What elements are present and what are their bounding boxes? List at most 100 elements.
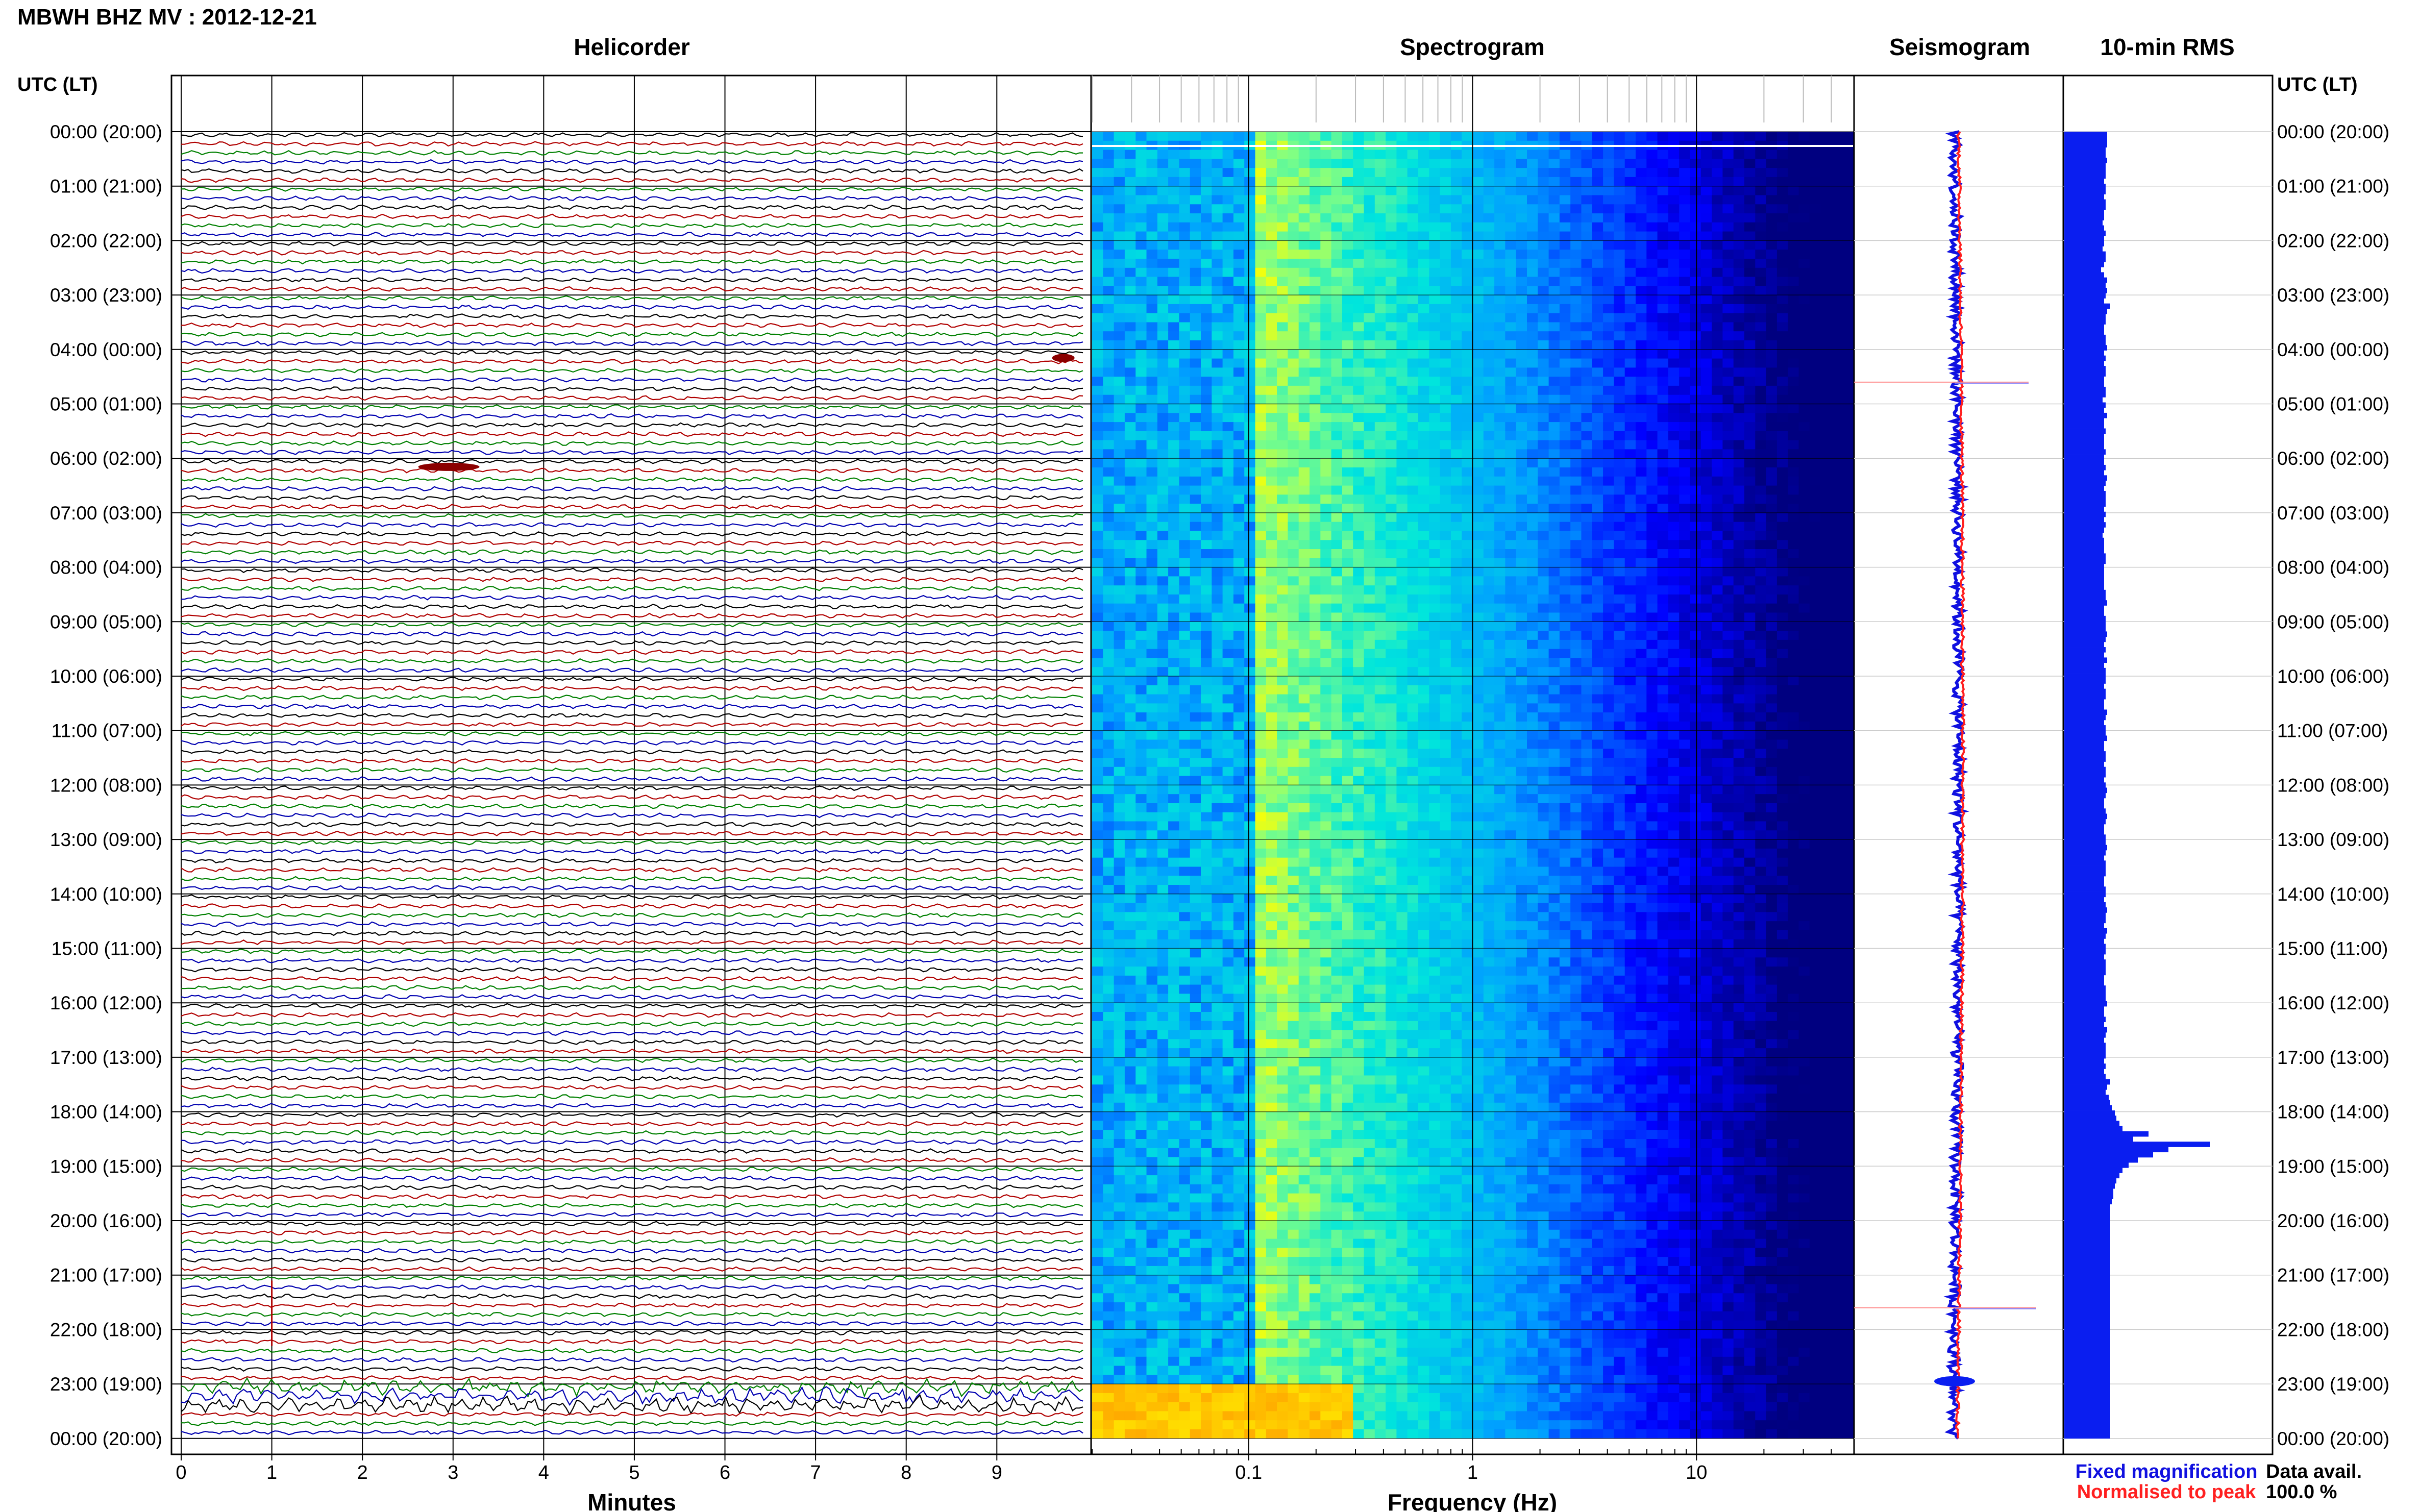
spectrogram-cell xyxy=(1657,231,1669,241)
spectrogram-cell xyxy=(1364,304,1375,314)
spectrogram-cell xyxy=(1418,739,1429,749)
spectrogram-cell xyxy=(1548,177,1560,187)
spectrogram-cell xyxy=(1570,394,1582,405)
spectrogram-cell xyxy=(1418,250,1429,259)
spectrogram-cell xyxy=(1146,739,1158,749)
spectrogram-cell xyxy=(1266,222,1277,232)
spectrogram-cell xyxy=(1722,558,1734,568)
spectrogram-cell xyxy=(1244,603,1256,613)
spectrogram-cell xyxy=(1331,703,1343,713)
spectrogram-cell xyxy=(1266,195,1277,205)
spectrogram-cell xyxy=(1092,730,1103,740)
spectrogram-cell xyxy=(1712,195,1723,205)
spectrogram-cell xyxy=(1592,594,1603,604)
spectrogram-cell xyxy=(1429,313,1441,323)
spectrogram-cell xyxy=(1450,703,1462,713)
spectrogram-cell xyxy=(1646,304,1658,314)
spectrogram-cell xyxy=(1157,277,1169,286)
spectrogram-cell xyxy=(1092,277,1103,286)
spectrogram-cell xyxy=(1407,549,1419,559)
spectrogram-cell xyxy=(1592,286,1603,295)
spectrogram-cell xyxy=(1516,685,1527,695)
spectrogram-cell xyxy=(1136,250,1147,259)
spectrogram-cell xyxy=(1646,467,1658,477)
spectrogram-cell xyxy=(1255,739,1267,749)
spectrogram-cell xyxy=(1146,494,1158,504)
spectrogram-cell xyxy=(1168,685,1179,695)
spectrogram-cell xyxy=(1157,394,1169,405)
spectrogram-cell xyxy=(1124,531,1136,540)
spectrogram-cell xyxy=(1722,549,1734,559)
spectrogram-cell xyxy=(1331,367,1343,377)
spectrogram-cell xyxy=(1157,730,1169,740)
spectrogram-cell xyxy=(1636,494,1647,504)
spectrogram-cell xyxy=(1831,603,1843,613)
spectrogram-cell xyxy=(1124,730,1136,740)
spectrogram-cell xyxy=(1483,658,1495,667)
spectrogram-cell xyxy=(1386,349,1397,359)
spectrogram-cell xyxy=(1472,658,1484,667)
spectrogram-cell xyxy=(1679,286,1691,295)
spectrogram-cell xyxy=(1494,259,1505,268)
spectrogram-cell xyxy=(1483,250,1495,259)
spectrogram-cell xyxy=(1353,385,1365,395)
spectrogram-cell xyxy=(1288,222,1299,232)
spectrogram-cell xyxy=(1353,458,1365,468)
spectrogram-cell xyxy=(1364,712,1375,722)
spectrogram-cell xyxy=(1679,512,1691,523)
spectrogram-cell xyxy=(1755,449,1767,459)
spectrogram-cell xyxy=(1766,367,1778,377)
spectrogram-cell xyxy=(1668,558,1680,568)
spectrogram-cell xyxy=(1244,494,1256,504)
spectrogram-cell xyxy=(1157,558,1169,568)
spectrogram-cell xyxy=(1462,186,1473,196)
spectrogram-cell xyxy=(1679,458,1691,468)
spectrogram-cell xyxy=(1798,349,1810,359)
spectrogram-cell xyxy=(1429,504,1441,513)
spectrogram-cell xyxy=(1092,231,1103,241)
spectrogram-cell xyxy=(1788,195,1799,205)
spectrogram-cell xyxy=(1831,449,1843,459)
spectrogram-cell xyxy=(1201,422,1212,432)
spectrogram-cell xyxy=(1124,132,1136,141)
spectrogram-cell xyxy=(1548,467,1560,477)
spectrogram-cell xyxy=(1483,394,1495,405)
helicorder-trace xyxy=(181,404,1083,410)
spectrogram-cell xyxy=(1527,622,1538,631)
spectrogram-cell xyxy=(1440,159,1451,168)
spectrogram-cell xyxy=(1690,594,1701,604)
spectrogram-cell xyxy=(1462,567,1473,577)
spectrogram-cell xyxy=(1527,694,1538,704)
spectrogram-cell xyxy=(1429,267,1441,278)
spectrogram-cell xyxy=(1396,549,1408,559)
spectrogram-cell xyxy=(1146,295,1158,305)
spectrogram-cell xyxy=(1201,313,1212,323)
helicorder-trace xyxy=(181,830,1083,836)
spectrogram-cell xyxy=(1690,267,1701,278)
spectrogram-cell xyxy=(1407,222,1419,232)
spectrogram-cell xyxy=(1179,159,1191,168)
spectrogram-cell xyxy=(1700,585,1712,595)
spectrogram-cell xyxy=(1798,204,1810,214)
spectrogram-cell xyxy=(1766,358,1778,368)
spectrogram-cell xyxy=(1624,540,1636,550)
spectrogram-cell xyxy=(1103,377,1115,386)
spectrogram-cell xyxy=(1179,186,1191,196)
spectrogram-cell xyxy=(1396,422,1408,432)
spectrogram-cell xyxy=(1103,667,1115,677)
spectrogram-cell xyxy=(1548,413,1560,423)
spectrogram-cell xyxy=(1298,295,1310,305)
spectrogram-cell xyxy=(1624,639,1636,650)
spectrogram-cell xyxy=(1136,676,1147,686)
spectrogram-cell xyxy=(1646,703,1658,713)
spectrogram-cell xyxy=(1668,222,1680,232)
spectrogram-cell xyxy=(1353,259,1365,268)
spectrogram-cell xyxy=(1690,413,1701,423)
spectrogram-cell xyxy=(1212,476,1223,486)
spectrogram-cell xyxy=(1592,195,1603,205)
spectrogram-cell xyxy=(1222,576,1234,586)
spectrogram-cell xyxy=(1136,749,1147,758)
spectrogram-cell xyxy=(1733,549,1745,559)
spectrogram-cell xyxy=(1559,558,1571,568)
spectrogram-cell xyxy=(1679,413,1691,423)
